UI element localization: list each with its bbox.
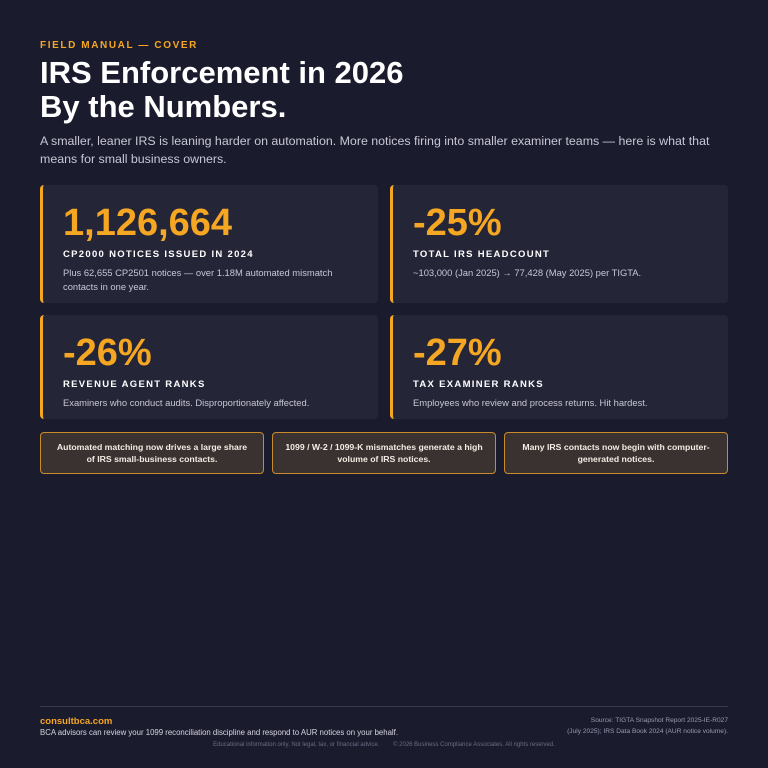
source-line-2: (July 2025); IRS Data Book 2024 (AUR not… (567, 727, 728, 735)
copyright: © 2026 Business Compliance Associates. A… (393, 742, 555, 748)
eyebrow-label: FIELD MANUAL — COVER (40, 40, 198, 51)
source-line-1: Source: TIGTA Snapshot Report 2025-IE-R0… (590, 717, 728, 724)
callout-computer-notices: Many IRS contacts now begin with compute… (504, 432, 728, 474)
stat-label: TAX EXAMINER RANKS (413, 379, 544, 390)
footer-legal: Educational information only. Not legal,… (0, 742, 768, 748)
footer-source: Source: TIGTA Snapshot Report 2025-IE-R0… (478, 716, 728, 737)
stat-description: Examiners who conduct audits. Disproport… (63, 397, 310, 408)
stat-card-cp2000: 1,126,664 CP2000 NOTICES ISSUED IN 2024 … (40, 185, 378, 303)
disclaimer: Educational information only. Not legal,… (213, 742, 380, 748)
stat-description: Plus 62,655 CP2501 notices — over 1.18M … (63, 267, 333, 292)
stat-description: ~103,000 (Jan 2025) → 77,428 (May 2025) … (413, 267, 642, 278)
callout-mismatches: 1099 / W-2 / 1099-K mismatches generate … (272, 432, 496, 474)
stat-card-headcount: -25% TOTAL IRS HEADCOUNT ~103,000 (Jan 2… (390, 185, 728, 303)
title-line-1: IRS Enforcement in 2026 (40, 55, 404, 90)
stat-card-revenue-agents: -26% REVENUE AGENT RANKS Examiners who c… (40, 315, 378, 419)
stat-label: REVENUE AGENT RANKS (63, 379, 206, 390)
page-subtitle: A smaller, leaner IRS is leaning harder … (40, 134, 710, 166)
stat-value: 1,126,664 (63, 202, 233, 244)
stat-label: CP2000 NOTICES ISSUED IN 2024 (63, 249, 254, 260)
stat-value: -27% (413, 332, 502, 374)
footer-divider (40, 706, 728, 707)
page-title: IRS Enforcement in 2026 By the Numbers. (40, 56, 730, 124)
stat-label: TOTAL IRS HEADCOUNT (413, 249, 551, 260)
stat-value: -26% (63, 332, 152, 374)
callout-automated-matching: Automated matching now drives a large sh… (40, 432, 264, 474)
stat-value: -25% (413, 202, 502, 244)
title-line-2: By the Numbers. (40, 89, 287, 124)
stat-card-tax-examiners: -27% TAX EXAMINER RANKS Employees who re… (390, 315, 728, 419)
footer-cta: BCA advisors can review your 1099 reconc… (40, 728, 398, 737)
footer-brand-link[interactable]: consultbca.com (40, 716, 113, 727)
stat-description: Employees who review and process returns… (413, 397, 648, 408)
